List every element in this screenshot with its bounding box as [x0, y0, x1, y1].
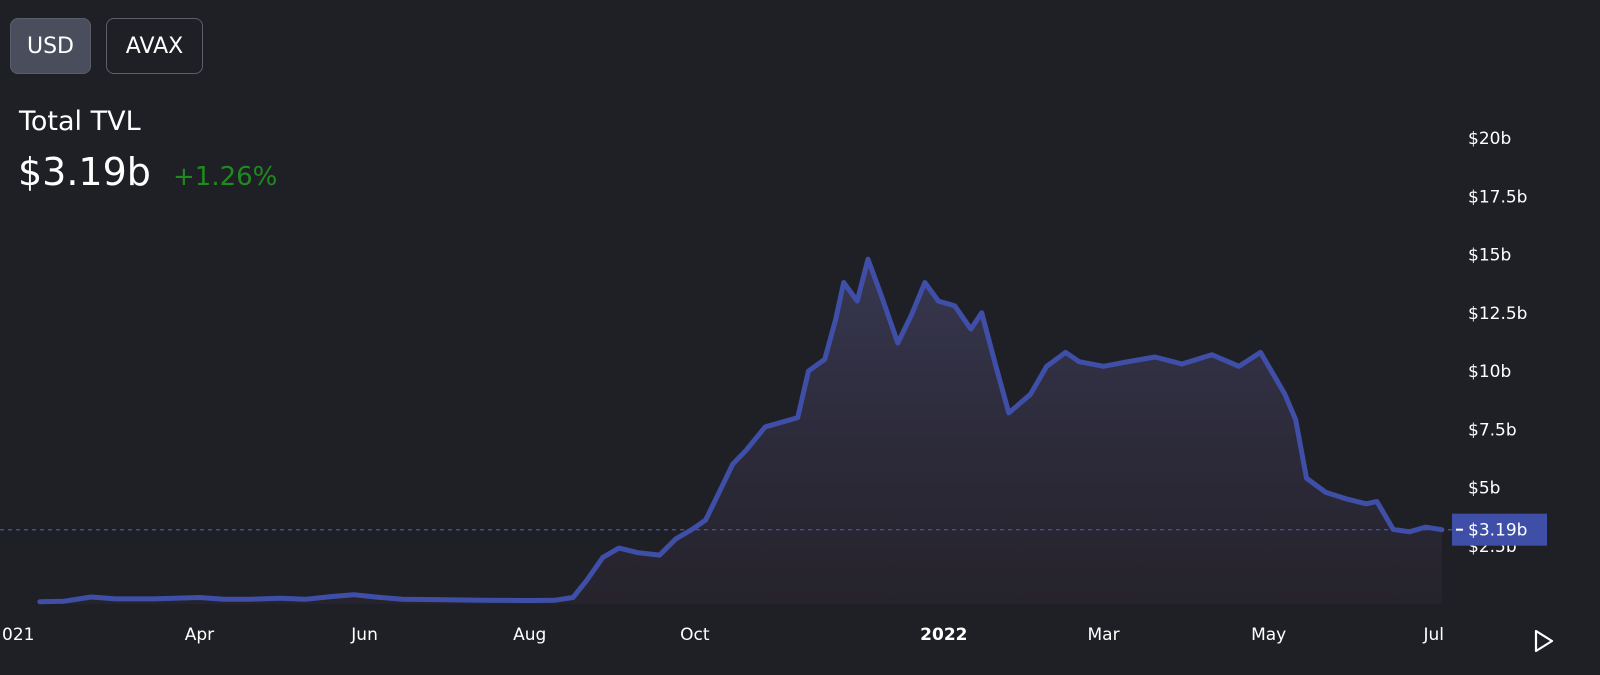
tvl-change-percent: +1.26% — [173, 162, 278, 192]
y-tick-label: $5b — [1468, 479, 1500, 499]
total-tvl-value: $3.19b — [18, 150, 151, 194]
y-axis: $20b$17.5b$15b$12.5b$10b$7.5b$5b$2.5b — [1468, 129, 1527, 557]
avax-toggle-button[interactable]: AVAX — [106, 18, 203, 74]
x-tick-label: Apr — [185, 625, 214, 645]
tvl-area-fill — [39, 259, 1442, 604]
y-tick-label: $12.5b — [1468, 304, 1527, 324]
total-tvl-label: Total TVL — [19, 106, 141, 137]
tvl-series-line — [37, 256, 1445, 605]
x-tick-label: 021 — [2, 625, 34, 645]
current-value-tag-bg — [1452, 513, 1547, 546]
x-tick-label: 2022 — [920, 625, 967, 645]
y-tick-label: $10b — [1468, 362, 1511, 382]
x-tick-label: Jun — [350, 625, 378, 645]
x-tick-label: Oct — [680, 625, 710, 645]
x-axis: 021 Apr Jun Aug Oct 2022 Mar May Jul — [2, 625, 1444, 645]
y-tick-label: $20b — [1468, 129, 1511, 149]
current-value-tag: $3.19b — [1452, 513, 1547, 546]
x-tick-label: May — [1251, 625, 1286, 645]
x-tick-label: Mar — [1087, 625, 1119, 645]
current-value-tag-label: $3.19b — [1468, 521, 1527, 541]
play-icon[interactable] — [1530, 628, 1556, 654]
usd-toggle-button[interactable]: USD — [10, 18, 91, 74]
x-tick-label: Aug — [513, 625, 546, 645]
y-tick-label: $15b — [1468, 246, 1511, 266]
y-tick-label: $7.5b — [1468, 420, 1517, 440]
x-tick-label: Jul — [1423, 625, 1445, 645]
y-tick-label: $17.5b — [1468, 187, 1527, 207]
